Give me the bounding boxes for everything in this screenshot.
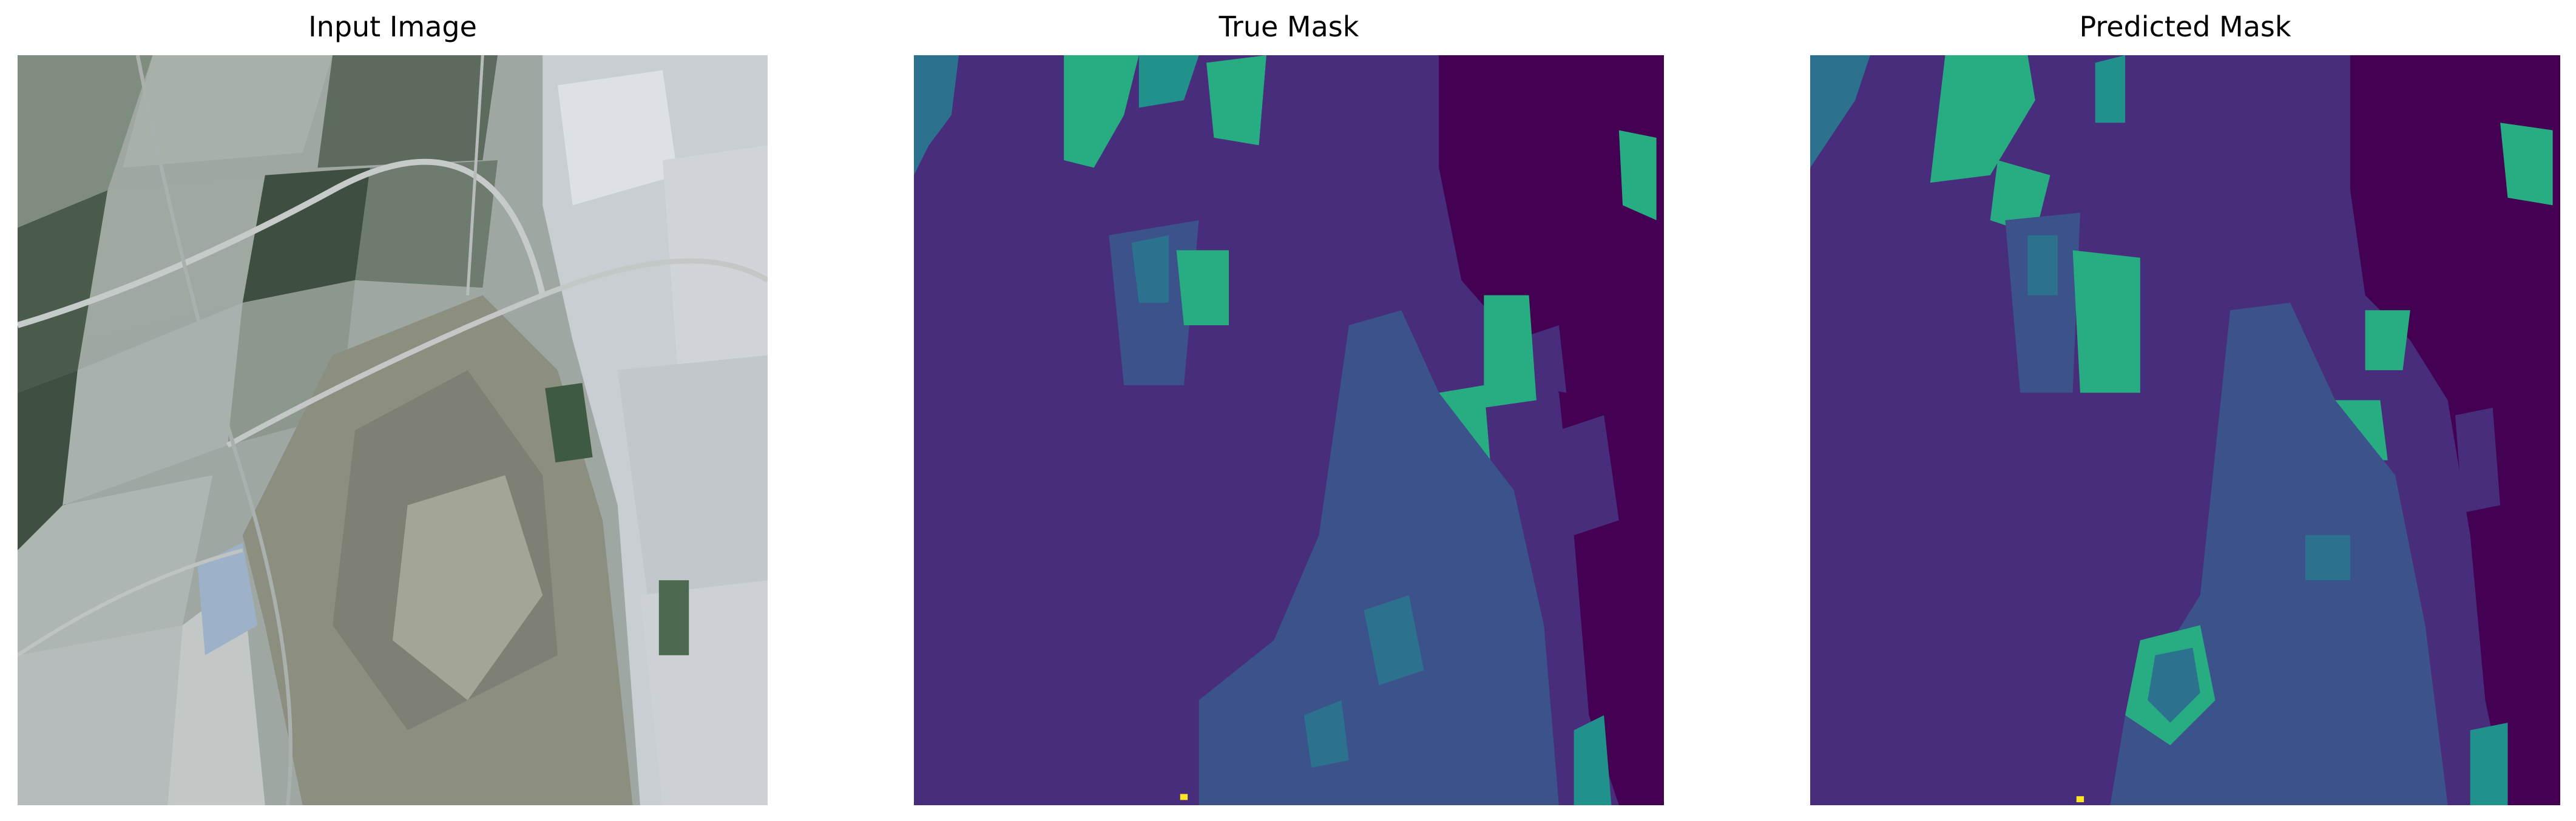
input-image-panel: Input Image — [18, 0, 768, 821]
predicted-mask-graphic — [1810, 55, 2560, 805]
input-satellite-image — [18, 55, 768, 805]
input-image-title: Input Image — [308, 10, 477, 43]
true-mask-title: True Mask — [1219, 10, 1359, 43]
true-mask-image — [914, 55, 1664, 805]
predicted-mask-panel: Predicted Mask — [1810, 0, 2560, 821]
true-mask-panel: True Mask — [914, 0, 1664, 821]
satellite-image-graphic — [18, 55, 768, 805]
true-mask-graphic — [914, 55, 1664, 805]
predicted-mask-title: Predicted Mask — [2079, 10, 2291, 43]
predicted-mask-image — [1810, 55, 2560, 805]
